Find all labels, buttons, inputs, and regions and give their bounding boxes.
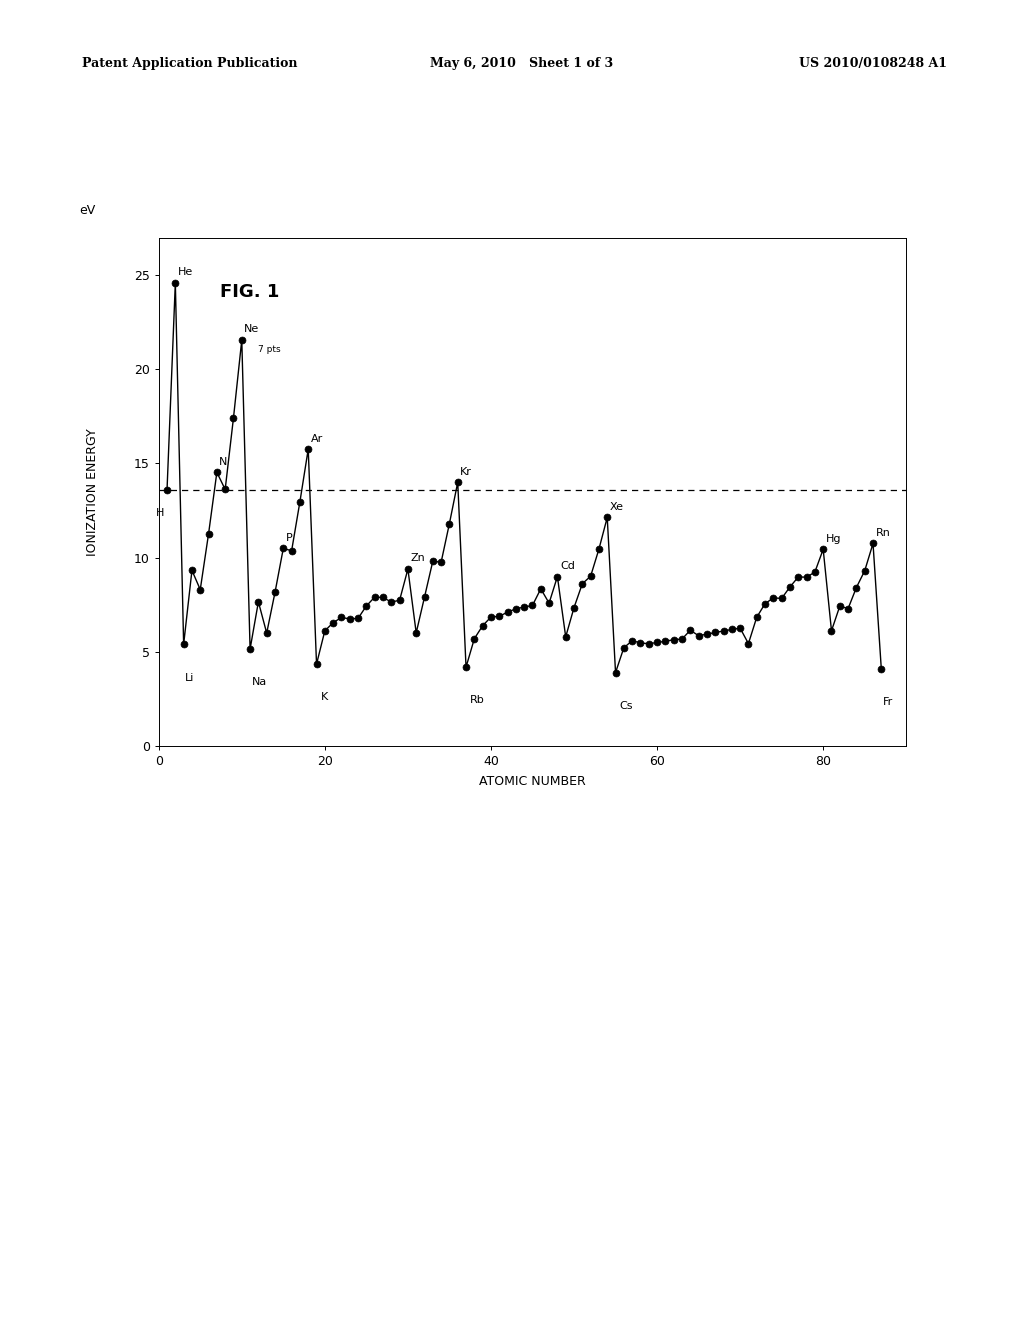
Text: Li: Li	[185, 673, 195, 682]
Text: 7 pts: 7 pts	[258, 346, 281, 354]
Text: May 6, 2010   Sheet 1 of 3: May 6, 2010 Sheet 1 of 3	[430, 57, 613, 70]
Text: FIG. 1: FIG. 1	[220, 282, 280, 301]
Text: Rn: Rn	[876, 528, 891, 537]
Text: Rb: Rb	[470, 696, 485, 705]
Text: Zn: Zn	[411, 553, 425, 564]
Text: Patent Application Publication: Patent Application Publication	[82, 57, 297, 70]
Text: Cd: Cd	[560, 561, 574, 572]
Text: US 2010/0108248 A1: US 2010/0108248 A1	[799, 57, 947, 70]
X-axis label: ATOMIC NUMBER: ATOMIC NUMBER	[479, 775, 586, 788]
Text: K: K	[321, 693, 328, 702]
Text: eV: eV	[80, 205, 96, 218]
Text: N: N	[219, 457, 227, 467]
Text: Ne: Ne	[245, 325, 259, 334]
Text: Na: Na	[252, 677, 267, 688]
Text: Xe: Xe	[609, 502, 624, 512]
Text: Kr: Kr	[460, 467, 472, 477]
Text: P: P	[286, 533, 293, 543]
Text: Hg: Hg	[825, 533, 841, 544]
Text: Cs: Cs	[620, 701, 633, 710]
Text: H: H	[156, 508, 165, 517]
Text: Fr: Fr	[883, 697, 893, 708]
Text: He: He	[178, 268, 194, 277]
Text: Ar: Ar	[310, 433, 323, 444]
Y-axis label: IONIZATION ENERGY: IONIZATION ENERGY	[86, 428, 99, 556]
